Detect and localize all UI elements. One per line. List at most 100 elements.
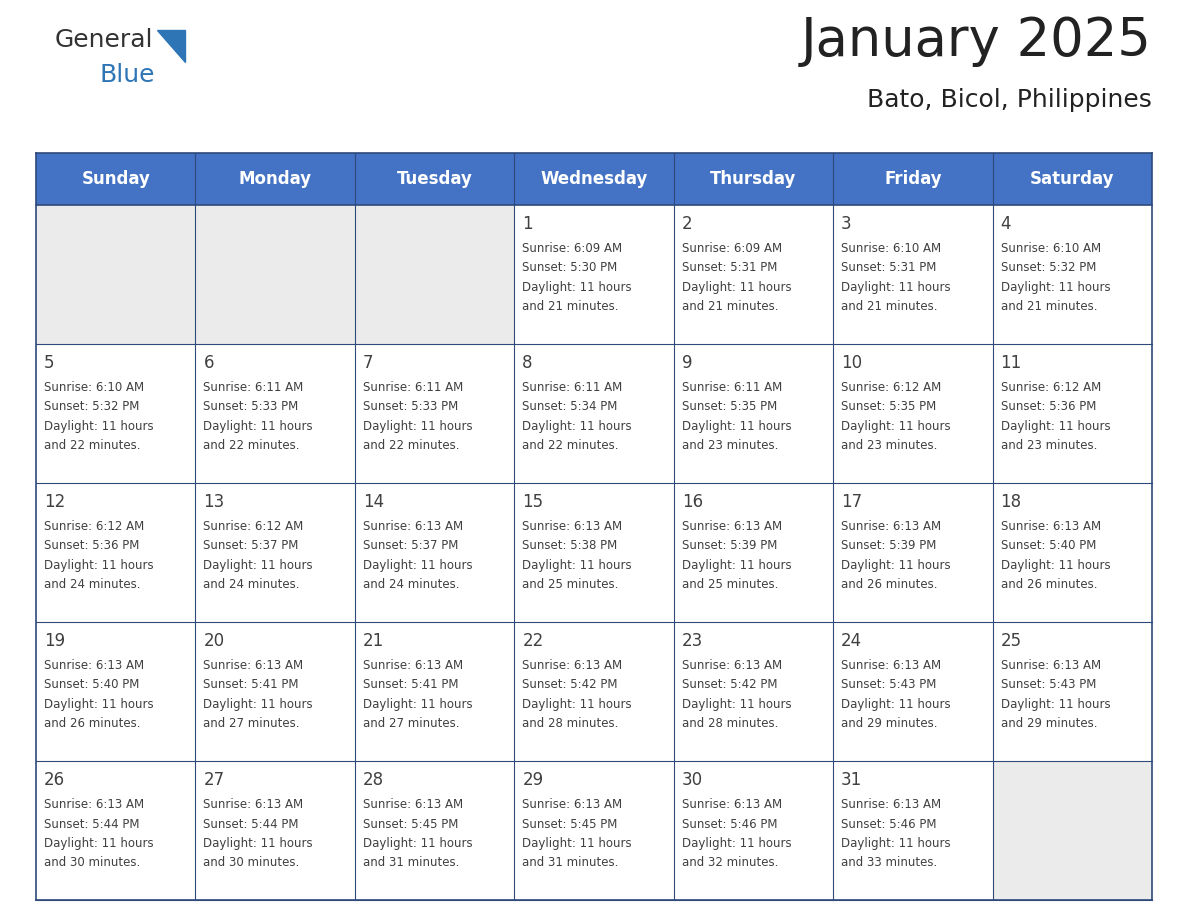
Text: Sunrise: 6:10 AM: Sunrise: 6:10 AM	[44, 381, 144, 394]
Bar	[196, 483, 355, 622]
Text: Sunset: 5:37 PM: Sunset: 5:37 PM	[203, 540, 299, 553]
Bar	[36, 622, 196, 761]
Text: Sunset: 5:40 PM: Sunset: 5:40 PM	[1000, 540, 1097, 553]
Text: Sunrise: 6:13 AM: Sunrise: 6:13 AM	[1000, 659, 1101, 672]
Text: 26: 26	[44, 771, 65, 789]
Text: Daylight: 11 hours: Daylight: 11 hours	[44, 837, 153, 850]
Text: Daylight: 11 hours: Daylight: 11 hours	[841, 837, 950, 850]
Text: and 31 minutes.: and 31 minutes.	[362, 856, 460, 869]
Text: 1: 1	[523, 215, 533, 233]
Text: Sunrise: 6:11 AM: Sunrise: 6:11 AM	[523, 381, 623, 394]
Text: Daylight: 11 hours: Daylight: 11 hours	[44, 698, 153, 711]
Text: 14: 14	[362, 493, 384, 511]
Text: and 31 minutes.: and 31 minutes.	[523, 856, 619, 869]
Text: Sunrise: 6:10 AM: Sunrise: 6:10 AM	[841, 242, 941, 255]
Text: Daylight: 11 hours: Daylight: 11 hours	[1000, 698, 1111, 711]
Text: 24: 24	[841, 632, 862, 650]
Bar	[196, 622, 355, 761]
Text: Sunrise: 6:13 AM: Sunrise: 6:13 AM	[44, 659, 144, 672]
Bar	[674, 483, 833, 622]
Text: Daylight: 11 hours: Daylight: 11 hours	[523, 420, 632, 433]
Text: Sunset: 5:39 PM: Sunset: 5:39 PM	[682, 540, 777, 553]
Bar	[514, 344, 674, 483]
Text: and 22 minutes.: and 22 minutes.	[523, 440, 619, 453]
Bar	[833, 761, 992, 900]
Text: Daylight: 11 hours: Daylight: 11 hours	[523, 559, 632, 572]
Text: and 26 minutes.: and 26 minutes.	[841, 578, 937, 591]
Bar	[514, 483, 674, 622]
Text: and 29 minutes.: and 29 minutes.	[841, 718, 937, 731]
Bar	[36, 205, 196, 344]
Text: Sunrise: 6:11 AM: Sunrise: 6:11 AM	[203, 381, 304, 394]
Text: Daylight: 11 hours: Daylight: 11 hours	[1000, 281, 1111, 294]
Text: Daylight: 11 hours: Daylight: 11 hours	[362, 559, 473, 572]
Text: Daylight: 11 hours: Daylight: 11 hours	[523, 837, 632, 850]
Text: Daylight: 11 hours: Daylight: 11 hours	[841, 420, 950, 433]
Text: Sunrise: 6:13 AM: Sunrise: 6:13 AM	[841, 659, 941, 672]
Text: 25: 25	[1000, 632, 1022, 650]
Bar	[992, 761, 1152, 900]
Text: January 2025: January 2025	[801, 15, 1152, 67]
Bar	[833, 153, 992, 205]
Bar	[355, 153, 514, 205]
Bar	[36, 153, 196, 205]
Text: Saturday: Saturday	[1030, 170, 1114, 188]
Text: 12: 12	[44, 493, 65, 511]
Text: Sunrise: 6:09 AM: Sunrise: 6:09 AM	[523, 242, 623, 255]
Text: and 27 minutes.: and 27 minutes.	[362, 718, 460, 731]
Text: Sunset: 5:35 PM: Sunset: 5:35 PM	[841, 400, 936, 413]
Bar	[355, 205, 514, 344]
Bar	[514, 761, 674, 900]
Text: Sunset: 5:43 PM: Sunset: 5:43 PM	[841, 678, 936, 691]
Text: and 25 minutes.: and 25 minutes.	[523, 578, 619, 591]
Bar	[355, 761, 514, 900]
Text: Monday: Monday	[239, 170, 311, 188]
Text: Daylight: 11 hours: Daylight: 11 hours	[841, 698, 950, 711]
Polygon shape	[157, 30, 185, 62]
Bar	[992, 622, 1152, 761]
Text: Sunset: 5:32 PM: Sunset: 5:32 PM	[44, 400, 139, 413]
Text: and 30 minutes.: and 30 minutes.	[44, 856, 140, 869]
Bar	[833, 344, 992, 483]
Text: Sunset: 5:44 PM: Sunset: 5:44 PM	[203, 818, 299, 831]
Text: Blue: Blue	[100, 63, 156, 87]
Text: 18: 18	[1000, 493, 1022, 511]
Text: Daylight: 11 hours: Daylight: 11 hours	[523, 698, 632, 711]
Text: and 21 minutes.: and 21 minutes.	[682, 300, 778, 314]
Text: and 24 minutes.: and 24 minutes.	[203, 578, 299, 591]
Text: Bato, Bicol, Philippines: Bato, Bicol, Philippines	[867, 88, 1152, 112]
Text: and 32 minutes.: and 32 minutes.	[682, 856, 778, 869]
Text: 28: 28	[362, 771, 384, 789]
Text: Sunset: 5:41 PM: Sunset: 5:41 PM	[203, 678, 299, 691]
Text: Sunset: 5:35 PM: Sunset: 5:35 PM	[682, 400, 777, 413]
Bar	[992, 153, 1152, 205]
Bar	[992, 483, 1152, 622]
Bar	[355, 344, 514, 483]
Bar	[196, 761, 355, 900]
Text: and 21 minutes.: and 21 minutes.	[841, 300, 937, 314]
Text: and 21 minutes.: and 21 minutes.	[523, 300, 619, 314]
Text: Sunrise: 6:13 AM: Sunrise: 6:13 AM	[1000, 520, 1101, 533]
Text: and 21 minutes.: and 21 minutes.	[1000, 300, 1097, 314]
Text: and 28 minutes.: and 28 minutes.	[523, 718, 619, 731]
Bar	[196, 344, 355, 483]
Text: Daylight: 11 hours: Daylight: 11 hours	[523, 281, 632, 294]
Text: 6: 6	[203, 354, 214, 372]
Text: Sunrise: 6:12 AM: Sunrise: 6:12 AM	[1000, 381, 1101, 394]
Text: Sunset: 5:43 PM: Sunset: 5:43 PM	[1000, 678, 1097, 691]
Bar	[514, 622, 674, 761]
Text: Tuesday: Tuesday	[397, 170, 473, 188]
Text: 29: 29	[523, 771, 543, 789]
Text: Sunrise: 6:12 AM: Sunrise: 6:12 AM	[203, 520, 304, 533]
Text: Sunrise: 6:13 AM: Sunrise: 6:13 AM	[682, 798, 782, 811]
Text: 17: 17	[841, 493, 862, 511]
Bar	[355, 483, 514, 622]
Text: 2: 2	[682, 215, 693, 233]
Text: 5: 5	[44, 354, 55, 372]
Text: Sunrise: 6:11 AM: Sunrise: 6:11 AM	[682, 381, 782, 394]
Text: Sunset: 5:33 PM: Sunset: 5:33 PM	[362, 400, 459, 413]
Text: and 30 minutes.: and 30 minutes.	[203, 856, 299, 869]
Bar	[833, 205, 992, 344]
Text: General: General	[55, 28, 153, 52]
Text: and 23 minutes.: and 23 minutes.	[1000, 440, 1097, 453]
